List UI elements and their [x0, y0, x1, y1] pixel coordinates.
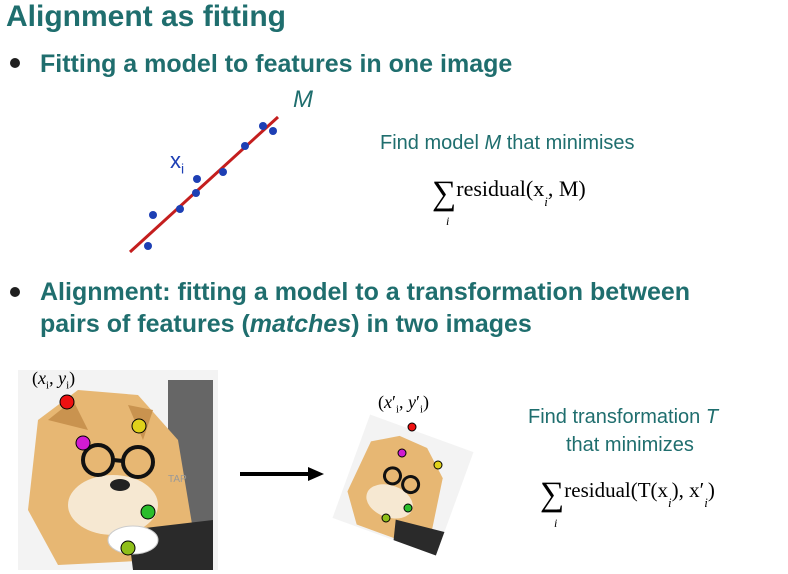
keypoint-green — [403, 503, 413, 513]
bullet-dot — [10, 58, 20, 68]
keypoint-red — [59, 394, 75, 410]
bullet-1: Fitting a model to features in one image — [40, 50, 513, 78]
line-fit-figure — [128, 115, 280, 254]
right-point-label: (x′i, y′i) — [378, 392, 429, 416]
data-point — [241, 142, 249, 150]
left-point-label: (xi, yi) — [32, 368, 76, 392]
find-transform-line-2: that minimizes — [566, 434, 694, 456]
keypoint-red — [407, 422, 417, 432]
keypoint-magenta — [397, 448, 407, 458]
data-point — [149, 211, 157, 219]
model-formula: ∑residual(xi, M) i — [432, 175, 586, 228]
bullet-2-line-2: pairs of features (matches) in two image… — [40, 310, 532, 338]
keypoint-lime — [381, 513, 391, 523]
sum-symbol: ∑ — [432, 175, 457, 212]
point-label: xi — [170, 148, 185, 177]
keypoint-magenta — [75, 435, 91, 451]
sum-symbol: ∑ — [540, 476, 565, 513]
sum-index: i — [446, 214, 450, 228]
source-image: TAP — [18, 370, 218, 570]
data-point — [269, 127, 277, 135]
keypoint-green — [140, 504, 156, 520]
data-point — [259, 122, 267, 130]
keypoint-lime — [120, 540, 136, 556]
find-transform-line-1: Find transformation T — [528, 406, 719, 428]
find-model-text: Find model M that minimises — [380, 132, 635, 154]
data-point — [176, 205, 184, 213]
data-point — [192, 189, 200, 197]
keyboard-text: TAP — [168, 474, 187, 485]
keypoint-yellow — [131, 418, 147, 434]
model-label: M — [293, 86, 313, 113]
data-point — [193, 175, 201, 183]
data-point — [144, 242, 152, 250]
dog-nose — [110, 479, 130, 491]
target-image — [332, 414, 474, 556]
slide-title: Alignment as fitting — [6, 0, 286, 33]
bullet-dot — [10, 287, 20, 297]
transform-arrow — [240, 467, 324, 481]
bullet-2-line-1: Alignment: fitting a model to a transfor… — [40, 278, 691, 306]
keypoint-yellow — [433, 460, 443, 470]
model-line — [128, 115, 280, 254]
glasses-right — [121, 445, 155, 479]
data-point — [219, 168, 227, 176]
transform-formula: ∑residual(T(xi), x′i) i — [540, 476, 715, 531]
sum-index: i — [554, 516, 558, 530]
